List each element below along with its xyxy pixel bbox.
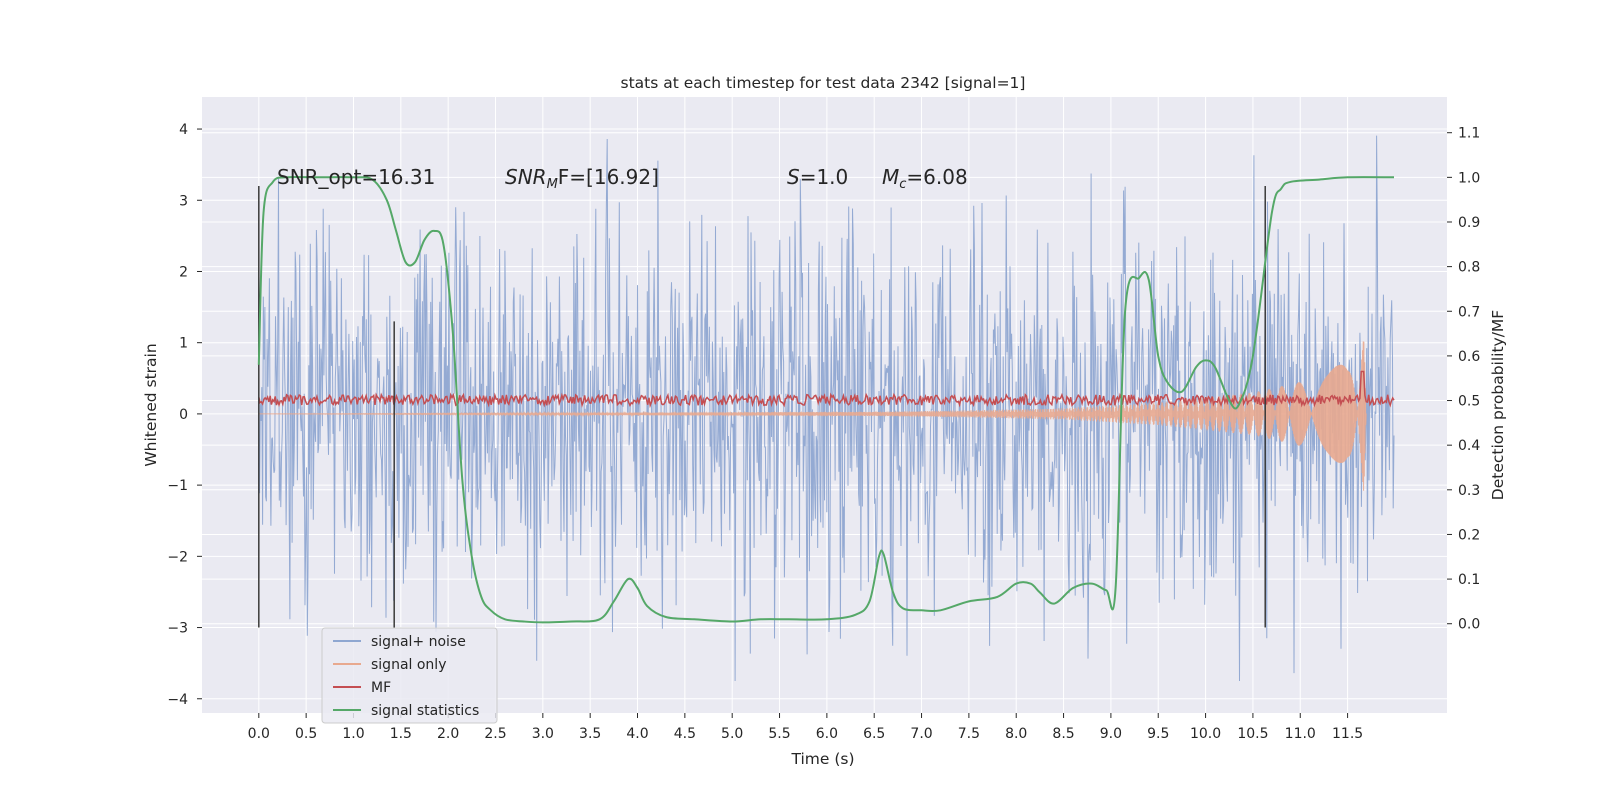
x-tick-label: 11.0 [1285,726,1316,742]
legend-label-signal-noise: signal+ noise [371,634,466,650]
y2-tick-label: 0.8 [1458,260,1480,276]
annotation-snr-opt: SNR_opt=16.31 [277,165,435,189]
y2-tick-label: 0.1 [1458,572,1480,588]
legend-item-signal-statistics: signal statistics [333,703,479,719]
x-tick-label: 10.5 [1237,726,1268,742]
y2-tick-label: 0.9 [1458,215,1480,231]
x-tick-label: 10.0 [1190,726,1221,742]
x-tick-label: 6.0 [816,726,838,742]
y-tick-label: 1 [179,336,188,352]
legend-box [321,627,498,724]
y-tick-label: −2 [167,549,188,565]
x-axis-label: Time (s) [790,750,854,768]
x-tick-label: 2.0 [437,726,459,742]
legend-item-signal-only: signal only [333,657,446,673]
x-tick-label: 4.0 [626,726,648,742]
legend-label-mf: MF [371,680,391,696]
x-tick-label: 3.0 [532,726,554,742]
y2-tick-label: 0.2 [1458,527,1480,543]
y-axis-label: Whitened strain [142,343,160,466]
y-tick-label: 0 [179,407,188,423]
x-tick-label: 7.5 [958,726,980,742]
x-tick-label: 7.0 [910,726,932,742]
annotation-s: S=1.0 [787,165,848,189]
legend-label-signal-only: signal only [371,657,446,673]
annotations: SNR_opt=16.31 SNRMF=[16.92] S=1.0 Mc=6.0… [277,165,968,192]
y-tick-label: 2 [179,264,188,280]
legend-item-mf: MF [333,680,391,696]
x-tick-label: 1.5 [390,726,412,742]
x-tick-label: 11.5 [1332,726,1363,742]
x-tick-label: 2.5 [484,726,506,742]
y-tick-label: −4 [167,692,188,708]
x-tick-label: 0.5 [295,726,317,742]
y2-tick-label: 1.0 [1458,170,1480,186]
legend-item-signal-noise: signal+ noise [333,634,466,650]
x-tick-label: 0.0 [248,726,270,742]
y-tick-label: 3 [179,193,188,209]
chart-title: stats at each timestep for test data 234… [621,74,1026,92]
y-tick-label: 4 [179,122,188,138]
y2-tick-label: 0.7 [1458,304,1480,320]
y2-axis-ticks: 1.1 1.0 0.9 0.8 0.7 0.6 0.5 0.4 0.3 0.2 0.1 0.0 [1447,126,1480,633]
y2-axis-label: Detection probability/MF [1489,310,1507,501]
x-tick-label: 5.0 [721,726,743,742]
y2-tick-label: 0.3 [1458,483,1480,499]
plot-content [257,135,1395,682]
y2-tick-label: 0.0 [1458,617,1480,633]
y2-tick-label: 0.5 [1458,394,1480,410]
legend: signal+ noise signal only MF signal stat… [321,627,498,724]
x-tick-label: 8.0 [1005,726,1027,742]
y-axis-ticks: 4 3 2 1 0 −1 −2 −3 −4 [167,122,202,708]
series-mf [258,370,1395,409]
x-axis-ticks: 0.0 0.5 1.0 1.5 2.0 2.5 3.0 3.5 4.0 4.5 5.0 5.5 6.0 6… [248,713,1363,742]
annotation-snr-mf: SNRMF=[16.92] [505,165,659,192]
y2-tick-label: 0.4 [1458,438,1480,454]
legend-label-signal-statistics: signal statistics [371,703,479,719]
series-signal-noise [258,135,1395,682]
x-tick-label: 4.5 [674,726,696,742]
x-tick-label: 9.5 [1147,726,1169,742]
series-signal-statistics [257,175,1395,624]
y-tick-label: −1 [167,478,188,494]
annotation-mc: Mc=6.08 [882,165,968,192]
x-tick-label: 1.0 [342,726,364,742]
x-tick-label: 9.0 [1100,726,1122,742]
y-tick-label: −3 [167,621,188,637]
y2-tick-label: 1.1 [1458,126,1480,142]
series-signal-only [258,341,1367,491]
y2-tick-label: 0.6 [1458,349,1480,365]
x-tick-label: 6.5 [863,726,885,742]
x-tick-label: 8.5 [1052,726,1074,742]
x-tick-label: 3.5 [579,726,601,742]
x-tick-label: 5.5 [768,726,790,742]
